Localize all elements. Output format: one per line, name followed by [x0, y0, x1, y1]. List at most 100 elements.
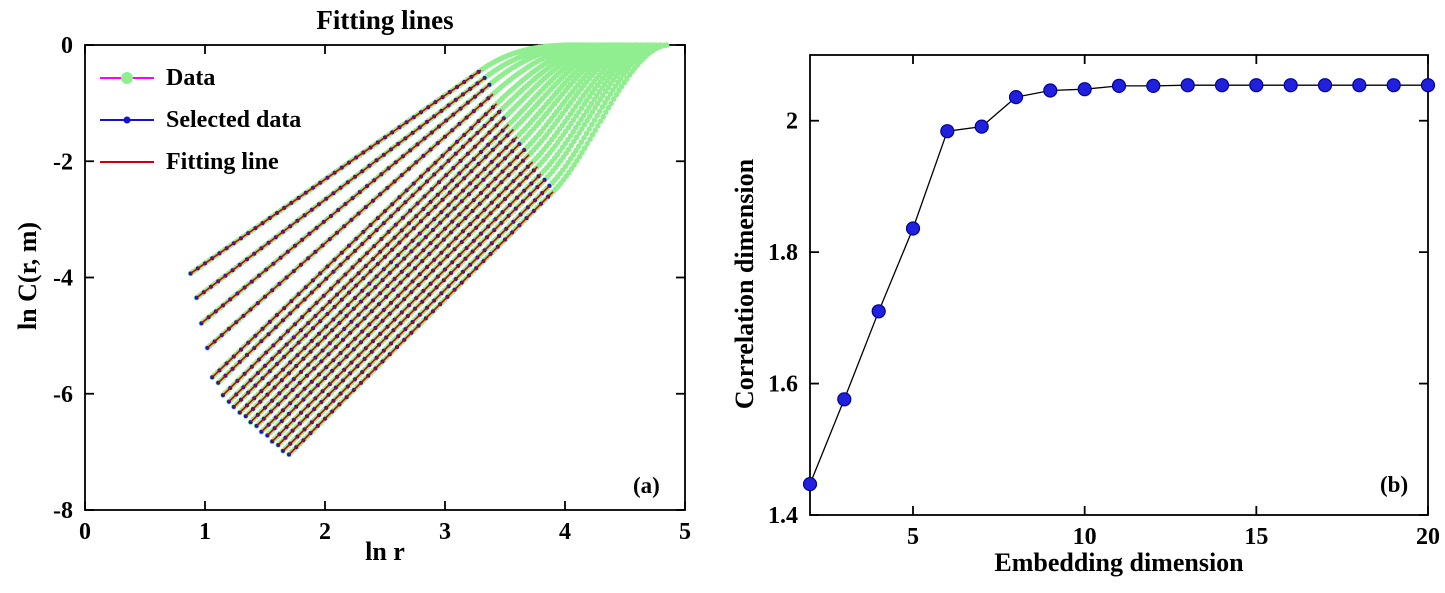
data-marker	[618, 83, 625, 90]
fitting-line	[196, 77, 486, 299]
data-marker	[602, 99, 608, 106]
data-marker	[579, 149, 585, 156]
legend-data-marker-icon	[121, 72, 133, 84]
x-tick-label: 2	[319, 519, 331, 545]
data-marker	[595, 122, 601, 129]
data-marker	[608, 100, 614, 107]
point-marker	[1146, 78, 1161, 94]
data-marker	[605, 104, 612, 111]
legend-label-fitting-line: Fitting line	[166, 148, 279, 175]
data-marker	[586, 104, 592, 111]
x-tick-label: 5	[907, 524, 919, 550]
fitting-line	[206, 93, 494, 349]
x-tick-label: 15	[1244, 524, 1268, 550]
data-marker	[599, 104, 606, 110]
x-tick-label: 3	[439, 519, 451, 545]
data-marker	[570, 129, 576, 135]
data-marker	[573, 147, 579, 154]
data-marker	[587, 136, 593, 142]
point-marker	[1352, 78, 1367, 93]
data-marker	[591, 117, 598, 123]
data-marker	[578, 116, 584, 123]
point-marker	[905, 221, 921, 236]
plot-a-canvas: 0 1 2 3 4 5 0 -2 -4 -6 -8	[53, 33, 691, 545]
data-marker	[616, 87, 622, 94]
legend-selected-marker-icon	[123, 116, 131, 124]
fitting-line	[200, 84, 490, 324]
data-marker	[571, 138, 577, 145]
point-marker	[1180, 78, 1195, 93]
panel-a: Fitting lines 0 1 2 3 4 5 0 -2 -4 -6 -8 ln r ln C(…	[0, 0, 720, 593]
y-tick-label: 1.6	[768, 372, 798, 398]
data-marker	[597, 108, 603, 115]
data-marker	[594, 100, 601, 107]
fitting-line	[222, 116, 506, 396]
data-marker	[573, 134, 580, 141]
point-marker	[1008, 89, 1024, 105]
x-tick-label: 1	[199, 519, 211, 545]
y-tick-label: 0	[61, 33, 73, 59]
data-marker	[581, 121, 588, 128]
y-tick-label: -6	[53, 382, 73, 408]
point-marker	[974, 119, 989, 134]
y-tick-label: -4	[53, 266, 73, 292]
data-marker	[562, 140, 568, 147]
legend-sample-selected	[100, 116, 154, 124]
data-marker	[571, 162, 577, 168]
fitting-line	[211, 103, 498, 378]
data-marker	[581, 145, 588, 151]
fitting-line	[245, 142, 522, 417]
point-marker	[1420, 78, 1436, 93]
fitting-line	[239, 136, 518, 414]
legend-sample-fit	[100, 161, 154, 163]
data-marker	[568, 155, 574, 162]
fitting-line	[260, 161, 534, 433]
data-marker	[578, 139, 585, 145]
data-marker	[583, 108, 590, 115]
data-marker	[580, 112, 587, 119]
data-marker	[663, 42, 670, 48]
data-marker	[597, 96, 604, 103]
y-tick-label: 1.8	[768, 240, 798, 266]
correlation-dimension-curve	[809, 84, 1428, 485]
plot-a-legend: Data Selected data Fitting line	[98, 60, 301, 180]
data-marker	[586, 126, 592, 132]
data-marker	[565, 159, 571, 166]
data-marker	[589, 109, 596, 115]
point-marker	[837, 392, 852, 407]
data-marker	[589, 121, 595, 128]
data-marker	[600, 113, 606, 120]
data-marker	[592, 105, 598, 111]
data-marker	[603, 109, 609, 115]
legend-label-selected-data: Selected data	[166, 106, 302, 133]
data-marker	[607, 91, 614, 97]
data-marker	[584, 140, 591, 147]
legend-label-data: Data	[166, 64, 216, 91]
fitting-line	[190, 69, 482, 275]
panel-b: 5 10 15 20 1.4 1.6 1.8 2 Embedding dimension Co…	[720, 0, 1445, 593]
data-marker	[592, 127, 598, 133]
x-tick-label: 0	[79, 519, 91, 545]
point-marker	[1043, 83, 1058, 98]
point-marker	[1249, 78, 1264, 93]
fitting-line	[266, 166, 538, 436]
legend-entry-data: Data	[98, 60, 301, 96]
x-tick-label: 5	[679, 519, 691, 545]
point-marker	[871, 304, 886, 319]
y-tick-label: 1.4	[768, 503, 798, 529]
data-marker	[584, 117, 590, 124]
data-marker	[591, 96, 598, 103]
data-marker	[612, 83, 619, 89]
data-marker	[613, 91, 620, 98]
data-marker	[586, 113, 593, 120]
point-marker	[940, 124, 955, 139]
y-tick-label: -8	[53, 498, 73, 524]
x-tick-label: 10	[1073, 524, 1097, 550]
fitting-line	[250, 148, 526, 423]
fitting-line	[228, 124, 510, 403]
plot-b-canvas: 5 10 15 20 1.4 1.6 1.8 2	[768, 54, 1440, 550]
y-tick-label: -2	[53, 149, 73, 175]
plot-a-panel-label: (a)	[633, 473, 660, 498]
data-marker	[575, 143, 582, 150]
